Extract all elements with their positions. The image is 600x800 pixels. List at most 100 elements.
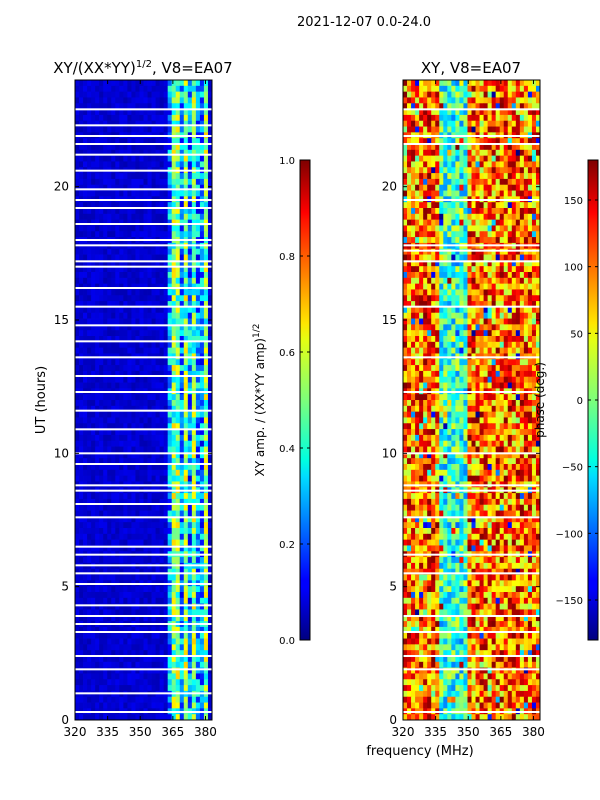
heatmap-cell: [103, 667, 108, 674]
heatmap-cell: [87, 545, 92, 552]
heatmap-cell: [107, 394, 112, 401]
heatmap-cell: [179, 365, 185, 372]
heatmap-cell: [151, 306, 156, 314]
heatmap-cell: [455, 167, 460, 174]
heatmap-cell: [411, 155, 416, 162]
heatmap-cell: [91, 260, 96, 267]
heatmap-cell: [167, 272, 173, 279]
heatmap-cell: [167, 586, 173, 593]
heatmap-cell: [203, 208, 209, 215]
heatmap-cell: [199, 202, 205, 209]
heatmap-cell: [87, 289, 92, 296]
heatmap-cell: [99, 347, 104, 354]
heatmap-cell: [107, 475, 112, 482]
heatmap-cell: [155, 557, 161, 564]
heatmap-cell: [123, 336, 128, 343]
heatmap-cell: [127, 545, 132, 552]
heatmap-cell: [471, 149, 476, 157]
heatmap-cell: [483, 120, 489, 127]
heatmap-cell: [99, 277, 104, 285]
heatmap-cell: [487, 85, 493, 93]
heatmap-cell: [83, 114, 88, 122]
heatmap-cell: [95, 225, 100, 232]
heatmap-cell: [195, 679, 201, 686]
heatmap-cell: [87, 347, 92, 354]
heatmap-cell: [415, 225, 420, 232]
heatmap-cell: [191, 336, 197, 343]
heatmap-cell: [75, 114, 80, 122]
heatmap-cell: [535, 120, 540, 127]
heatmap-cell: [511, 248, 517, 255]
heatmap-cell: [83, 202, 88, 209]
heatmap-cell: [427, 190, 432, 197]
heatmap-cell: [471, 114, 476, 122]
heatmap-cell: [159, 603, 165, 610]
heatmap-cell: [191, 359, 197, 366]
y-tick-label: 20: [54, 180, 69, 194]
heatmap-cell: [95, 626, 100, 634]
heatmap-cell: [99, 464, 104, 471]
heatmap-cell: [95, 498, 100, 506]
heatmap-cell: [183, 423, 189, 430]
heatmap-cell: [143, 260, 148, 267]
heatmap-cell: [87, 597, 92, 605]
heatmap-cell: [95, 493, 100, 500]
heatmap-cell: [83, 184, 88, 191]
heatmap-cell: [91, 574, 96, 581]
heatmap-cell: [103, 318, 108, 325]
heatmap-cell: [103, 324, 108, 331]
heatmap-cell: [139, 679, 144, 686]
heatmap-cell: [107, 557, 112, 564]
heatmap-cell: [183, 184, 189, 191]
heatmap-cell: [467, 80, 472, 87]
heatmap-cell: [115, 208, 120, 215]
heatmap-cell: [79, 545, 84, 552]
heatmap-cell: [79, 97, 84, 104]
heatmap-cell: [111, 341, 116, 349]
heatmap-cell: [151, 661, 156, 669]
heatmap-cell: [423, 266, 428, 273]
heatmap-cell: [79, 370, 84, 378]
heatmap-cell: [503, 114, 509, 122]
heatmap-cell: [163, 510, 169, 517]
heatmap-cell: [135, 219, 140, 226]
heatmap-cell: [439, 184, 444, 191]
heatmap-cell: [175, 638, 181, 645]
heatmap-cell: [99, 458, 104, 465]
heatmap-cell: [159, 417, 165, 424]
heatmap-cell: [79, 528, 84, 535]
heatmap-cell: [455, 103, 460, 110]
heatmap-cell: [115, 644, 120, 651]
heatmap-cell: [107, 400, 112, 407]
heatmap-cell: [103, 516, 108, 523]
heatmap-cell: [167, 370, 173, 378]
heatmap-cell: [495, 97, 501, 104]
heatmap-cell: [207, 516, 212, 523]
heatmap-cell: [103, 306, 108, 314]
heatmap-cell: [123, 184, 128, 191]
heatmap-cell: [111, 696, 116, 703]
heatmap-cell: [171, 667, 177, 674]
heatmap-cell: [455, 231, 460, 238]
flagged-row: [75, 623, 212, 625]
heatmap-cell: [511, 254, 517, 261]
heatmap-cell: [171, 80, 177, 87]
heatmap-cell: [183, 516, 189, 523]
heatmap-cell: [159, 574, 165, 581]
heatmap-cell: [131, 91, 136, 98]
heatmap-cell: [159, 498, 165, 506]
heatmap-cell: [127, 161, 132, 168]
heatmap-cell: [435, 103, 440, 110]
heatmap-cell: [163, 109, 169, 116]
heatmap-cell: [95, 423, 100, 430]
heatmap-cell: [159, 493, 165, 500]
heatmap-cell: [207, 714, 212, 720]
heatmap-cell: [123, 341, 128, 349]
heatmap-cell: [207, 295, 212, 302]
heatmap-cell: [519, 237, 525, 244]
heatmap-cell: [119, 231, 124, 238]
heatmap-cell: [87, 417, 92, 424]
heatmap-cell: [131, 330, 136, 337]
heatmap-cell: [147, 644, 152, 651]
heatmap-cell: [455, 85, 460, 93]
